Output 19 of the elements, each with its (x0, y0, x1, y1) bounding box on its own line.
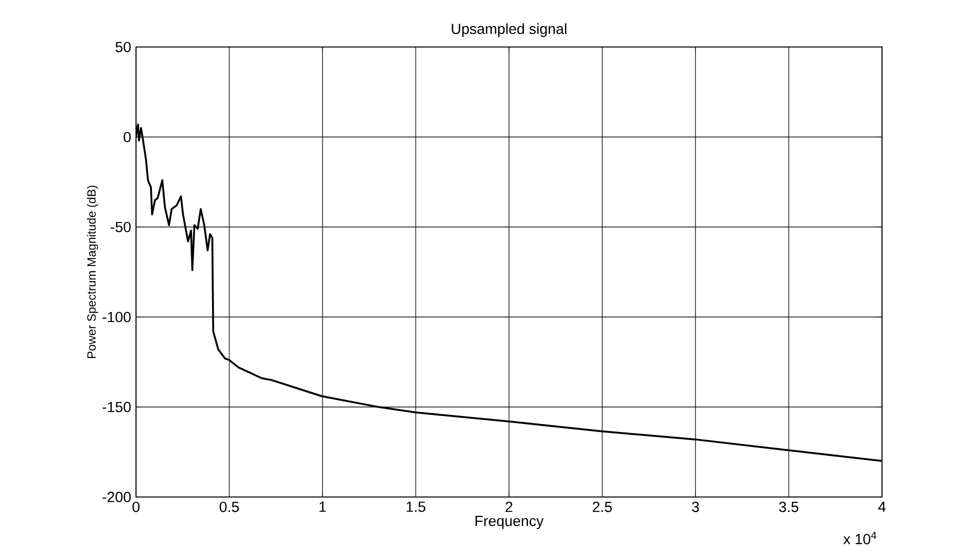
x-tick-label: 0.5 (220, 502, 239, 512)
x-axis-title: Frequency (476, 516, 544, 530)
y-tick-label: 50 (116, 42, 131, 52)
x-tick-label: 1.5 (406, 502, 426, 512)
x-tick-label: 3.5 (779, 502, 798, 512)
y-tick-label: -100 (102, 312, 131, 322)
text: x 10$^{4}$ (843, 532, 876, 544)
x-tick-label: 2 (506, 502, 512, 512)
x-tick-label: 0 (132, 502, 140, 512)
y-axis-title: Power Spectrum Magnitude (dB) (86, 186, 98, 358)
y-tick-label: -150 (102, 402, 131, 412)
x-tick-label: 4 (878, 502, 886, 512)
y-tick-label: -200 (102, 492, 131, 502)
x-tick-label: 3 (692, 502, 699, 512)
x-tick-label: 2.5 (592, 502, 612, 512)
y-tick-label: 0 (124, 132, 131, 142)
chart-title: Upsampled signal (452, 23, 566, 37)
y-tick-label: -50 (110, 222, 131, 232)
x-tick-label: 1 (320, 502, 326, 512)
